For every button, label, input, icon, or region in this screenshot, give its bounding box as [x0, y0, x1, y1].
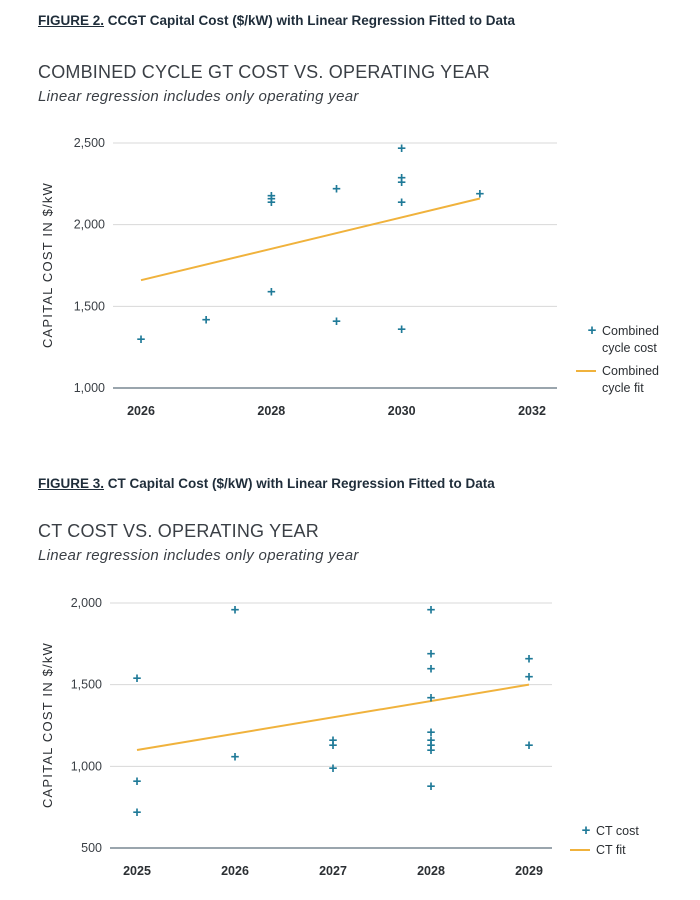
chart-2-legend-cost-label: CT cost [596, 824, 639, 838]
chart-1-legend-cost-marker: + [588, 322, 597, 339]
chart-1-subtitle: Linear regression includes only operatin… [38, 88, 359, 105]
chart-2-data-point: + [525, 669, 534, 686]
chart-1-plot: CAPITAL COST IN $/kW 1,000 1,500 2,000 2,50… [40, 136, 659, 418]
chart-2-legend-cost-marker: + [582, 822, 591, 839]
chart-1-data-point: + [397, 169, 406, 186]
chart-2-data-point: + [427, 732, 436, 749]
chart-1-data-point: + [332, 181, 341, 198]
chart-1-x-tick-label: 2026 [127, 404, 155, 418]
figure-3-caption: FIGURE 3. CT Capital Cost ($/kW) with Li… [38, 476, 495, 491]
chart-2-x-tick-label: 2028 [417, 864, 445, 878]
figure-2-caption: FIGURE 2. CCGT Capital Cost ($/kW) with … [38, 13, 515, 28]
chart-1-data-point: + [397, 174, 406, 191]
chart-2-data-point: + [329, 760, 338, 777]
chart-2-data-point: + [231, 749, 240, 766]
chart-1-x-tick-label: 2030 [388, 404, 416, 418]
chart-2-data-point: + [427, 690, 436, 707]
chart-1-data-point: + [397, 321, 406, 338]
chart-2-title: CT COST VS. OPERATING YEAR [38, 521, 319, 541]
chart-1-legend-cost-label: cycle cost [602, 341, 657, 355]
figure-3-caption-text: CT Capital Cost ($/kW) with Linear Regre… [104, 476, 495, 491]
figure-2-number: FIGURE 2. [38, 13, 105, 28]
chart-1-ylabel: CAPITAL COST IN $/kW [40, 182, 55, 348]
chart-1-legend-fit-label: cycle fit [602, 381, 644, 395]
chart-1-y-tick-label: 1,500 [74, 299, 105, 313]
chart-1-data-point: + [397, 140, 406, 157]
chart-1-data-point: + [202, 311, 211, 328]
chart-2-data-point: + [427, 660, 436, 677]
chart-2-y-tick-label: 500 [81, 841, 102, 855]
figure-2-caption-text: CCGT Capital Cost ($/kW) with Linear Reg… [104, 13, 516, 28]
figure-3-number: FIGURE 3. [38, 476, 105, 491]
chart-2-legend-fit-label: CT fit [596, 843, 626, 857]
chart-2-x-tick-label: 2025 [123, 864, 151, 878]
chart-1-fit-line [140, 197, 481, 282]
chart-2-data-point: + [427, 742, 436, 759]
chart-2-x-tick-label: 2027 [319, 864, 347, 878]
chart-2-y-tick-label: 1,500 [71, 678, 102, 692]
chart-2-data-point: + [133, 773, 142, 790]
chart-1-data-point: + [267, 284, 276, 301]
chart-2-data-point: + [427, 602, 436, 619]
chart-1-x-tick-label: 2032 [518, 404, 546, 418]
chart-2-y-tick-label: 2,000 [71, 596, 102, 610]
chart-2-data-point: + [427, 724, 436, 741]
chart-2-data-point: + [427, 778, 436, 795]
chart-2-data-point: + [525, 737, 534, 754]
chart-2-data-point: + [329, 737, 338, 754]
chart-1-data-point: + [332, 313, 341, 330]
chart-2-x-tick-label: 2026 [221, 864, 249, 878]
chart-1-data-point: + [267, 191, 276, 208]
chart-1-data-point: + [267, 187, 276, 204]
chart-2-data-point: + [329, 732, 338, 749]
chart-2-x-tick-label: 2029 [515, 864, 543, 878]
chart-1-y-tick-label: 2,000 [74, 218, 105, 232]
chart-2-data-point: + [525, 651, 534, 668]
chart-1-legend-cost-label: Combined [602, 324, 659, 338]
chart-1-title: COMBINED CYCLE GT COST VS. OPERATING YEA… [38, 62, 490, 82]
chart-2-ylabel: CAPITAL COST IN $/kW [40, 642, 55, 808]
chart-2-data-point: + [133, 804, 142, 821]
chart-1-data-point: + [267, 194, 276, 211]
chart-2-subtitle: Linear regression includes only operatin… [38, 547, 359, 564]
chart-1-data-point: + [137, 331, 146, 348]
chart-1-data-point: + [397, 194, 406, 211]
chart-2-fit-line [136, 683, 530, 751]
chart-2-data-point: + [427, 646, 436, 663]
chart-1-y-tick-label: 1,000 [74, 381, 105, 395]
chart-2-data-point: + [231, 602, 240, 619]
chart-1-legend-fit-label: Combined [602, 364, 659, 378]
chart-2-y-tick-label: 1,000 [71, 759, 102, 773]
chart-2-data-point: + [133, 670, 142, 687]
chart-1-x-tick-label: 2028 [257, 404, 285, 418]
chart-2-plot: CAPITAL COST IN $/kW 500 1,000 1,500 2,000 2… [40, 596, 639, 878]
chart-1-data-point: + [475, 186, 484, 203]
chart-2-data-point: + [427, 737, 436, 754]
chart-1-y-tick-label: 2,500 [74, 136, 105, 150]
